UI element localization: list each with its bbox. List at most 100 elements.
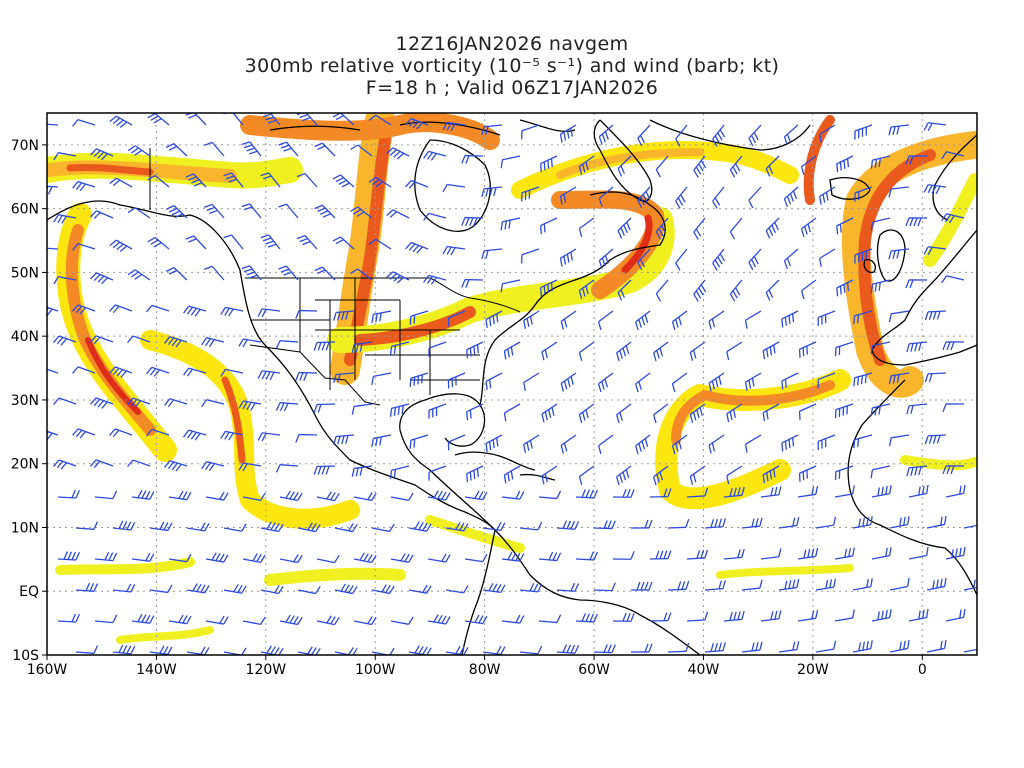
- barb-feather: [167, 584, 173, 593]
- barb-feather: [563, 256, 567, 265]
- barb-feather: [266, 645, 272, 654]
- barb-feather: [200, 522, 206, 531]
- barb-feather: [642, 194, 648, 203]
- barb-shaft: [653, 465, 669, 478]
- barb-shaft: [410, 179, 429, 188]
- barb-feather: [641, 316, 646, 326]
- barb-feather: [982, 516, 983, 524]
- barb-feather: [203, 203, 213, 208]
- barb-feather: [563, 194, 567, 203]
- barb-feather: [547, 160, 550, 169]
- barb-feather: [396, 276, 405, 284]
- barb-feather: [274, 523, 280, 532]
- wind-barb: [368, 114, 392, 126]
- barb-feather: [53, 152, 59, 161]
- barb-feather: [693, 231, 699, 240]
- wind-barb: [540, 217, 558, 235]
- wind-barb: [924, 310, 947, 321]
- barb-feather: [622, 471, 627, 481]
- wind-barb: [257, 432, 281, 442]
- barb-feather: [936, 311, 941, 320]
- barb-shaft: [169, 398, 188, 405]
- barb-feather: [751, 642, 755, 652]
- barb-feather: [122, 645, 128, 654]
- wind-barb: [205, 491, 229, 501]
- barb-feather: [635, 445, 639, 455]
- barb-feather: [421, 374, 423, 384]
- barb-feather: [408, 243, 416, 251]
- wind-barb: [726, 403, 743, 423]
- barb-shaft: [223, 527, 242, 532]
- barb-feather: [704, 611, 709, 621]
- barb-shaft: [723, 618, 742, 622]
- wind-barb: [186, 522, 210, 532]
- wind-barb: [238, 400, 262, 411]
- barb-feather: [188, 114, 197, 119]
- barb-feather: [733, 487, 737, 497]
- barb-shaft: [745, 434, 762, 445]
- barb-feather: [262, 113, 272, 118]
- barb-shaft: [689, 403, 706, 415]
- barb-feather: [803, 549, 807, 559]
- wind-barb: [165, 143, 188, 157]
- barb-feather: [317, 207, 326, 213]
- barb-feather: [853, 315, 856, 325]
- barb-feather: [540, 287, 542, 297]
- barb-feather: [409, 378, 412, 387]
- barb-feather: [355, 343, 359, 353]
- barb-feather: [710, 643, 715, 652]
- wind-barb: [762, 341, 780, 360]
- barb-feather: [93, 645, 99, 654]
- barb-feather: [246, 271, 255, 276]
- barb-feather: [722, 580, 726, 589]
- barb-feather: [962, 484, 966, 494]
- barb-shaft: [799, 341, 817, 350]
- wind-barb: [279, 490, 303, 502]
- barb-feather: [582, 412, 586, 421]
- barb-shaft: [47, 306, 59, 312]
- barb-shaft: [321, 204, 336, 219]
- barb-feather: [270, 522, 276, 531]
- barb-feather: [811, 486, 815, 496]
- wind-barb: [556, 520, 580, 530]
- barb-feather: [146, 366, 153, 375]
- graticule: [47, 113, 977, 655]
- wind-barb: [760, 486, 782, 498]
- barb-shaft: [834, 617, 853, 622]
- barb-feather: [252, 553, 258, 562]
- barb-shaft: [262, 370, 281, 374]
- wind-barb: [870, 403, 891, 417]
- barb-feather: [146, 428, 153, 437]
- barb-feather: [659, 550, 664, 559]
- barb-shaft: [75, 527, 94, 530]
- barb-feather: [344, 584, 350, 593]
- barb-feather: [39, 431, 44, 438]
- barb-feather: [322, 213, 332, 218]
- barb-feather: [843, 284, 846, 293]
- wind-barb: [926, 515, 947, 529]
- barb-feather: [766, 348, 769, 358]
- barb-feather: [729, 231, 736, 240]
- barb-feather: [275, 340, 281, 349]
- barb-feather: [224, 431, 230, 440]
- wind-barb: [238, 338, 262, 348]
- wind-barb: [275, 464, 299, 473]
- barb-shaft: [817, 434, 836, 443]
- barb-feather: [426, 152, 433, 160]
- barb-shaft: [616, 341, 632, 354]
- barb-feather: [442, 246, 448, 255]
- barb-feather: [601, 381, 605, 390]
- wind-barb: [926, 577, 947, 591]
- wind-barb: [389, 465, 410, 479]
- barb-feather: [648, 643, 653, 653]
- barb-feather: [338, 179, 347, 185]
- barb-feather: [126, 645, 132, 654]
- barb-feather: [379, 436, 382, 446]
- barb-feather: [193, 182, 203, 187]
- barb-feather: [541, 475, 545, 485]
- wind-barb: [941, 213, 965, 224]
- barb-feather: [853, 377, 856, 387]
- wind-barb: [500, 155, 521, 169]
- barb-feather: [804, 226, 808, 235]
- barb-shaft: [392, 209, 410, 219]
